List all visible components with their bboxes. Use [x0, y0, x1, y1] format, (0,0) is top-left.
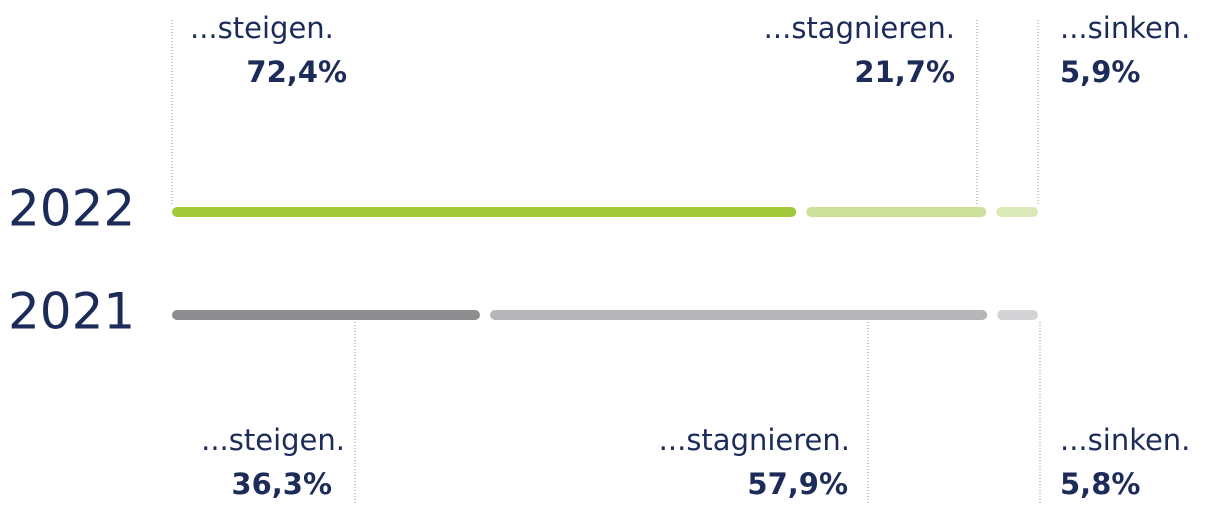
value-label: 5,8%: [1060, 467, 1140, 501]
series-label: ...steigen.: [201, 423, 345, 457]
category-label: 2022: [8, 180, 135, 238]
series-label: ...stagnieren.: [764, 11, 955, 45]
value-label: 57,9%: [747, 467, 848, 501]
value-label: 5,9%: [1060, 55, 1140, 89]
category-label: 2021: [8, 283, 135, 341]
value-label: 21,7%: [854, 55, 955, 89]
series-label: ...sinken.: [1060, 423, 1190, 457]
value-label: 36,3%: [231, 467, 332, 501]
series-label: ...sinken.: [1060, 11, 1190, 45]
value-label: 72,4%: [246, 55, 347, 89]
series-label: ...stagnieren.: [659, 423, 850, 457]
series-label: ...steigen.: [190, 11, 334, 45]
